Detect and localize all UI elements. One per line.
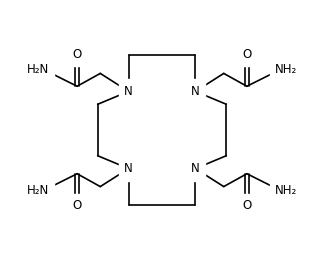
Text: NH₂: NH₂ — [275, 63, 297, 76]
Text: N: N — [191, 85, 200, 98]
Text: O: O — [242, 48, 251, 61]
Text: H₂N: H₂N — [27, 63, 49, 76]
Text: O: O — [73, 48, 82, 61]
Text: N: N — [124, 85, 133, 98]
Text: O: O — [242, 199, 251, 212]
Text: O: O — [73, 199, 82, 212]
Text: H₂N: H₂N — [27, 184, 49, 197]
Text: N: N — [124, 162, 133, 175]
Text: NH₂: NH₂ — [275, 184, 297, 197]
Text: N: N — [191, 162, 200, 175]
